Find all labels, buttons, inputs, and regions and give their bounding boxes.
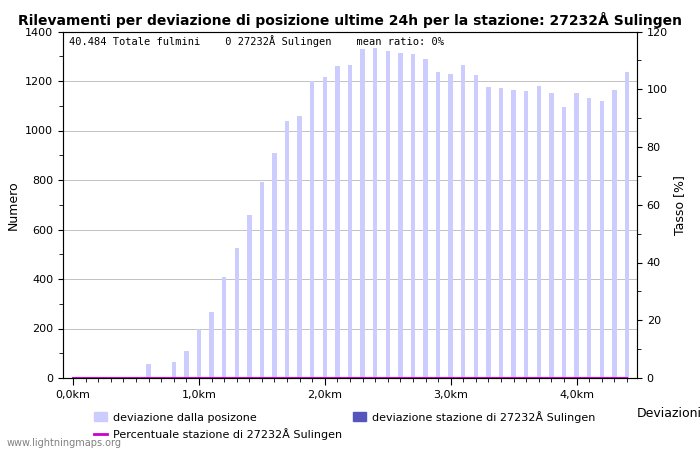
Bar <box>184 351 188 378</box>
Text: Deviazioni: Deviazioni <box>637 407 700 420</box>
Bar <box>272 153 276 378</box>
Bar <box>575 94 579 378</box>
Bar <box>436 72 440 378</box>
Bar <box>461 65 466 378</box>
Bar <box>247 215 251 378</box>
Bar <box>310 81 314 378</box>
Y-axis label: Tasso [%]: Tasso [%] <box>673 175 687 235</box>
Bar <box>323 77 327 378</box>
Bar <box>562 107 566 378</box>
Bar <box>524 91 528 378</box>
Bar <box>550 94 554 378</box>
Bar <box>373 48 377 378</box>
Bar <box>386 51 390 378</box>
Bar <box>600 101 604 378</box>
Text: www.lightningmaps.org: www.lightningmaps.org <box>7 438 122 448</box>
Text: 40.484 Totale fulmini    0 27232Å Sulingen    mean ratio: 0%: 40.484 Totale fulmini 0 27232Å Sulingen … <box>69 35 444 47</box>
Bar <box>587 99 592 378</box>
Bar <box>172 362 176 378</box>
Bar <box>411 54 415 378</box>
Bar <box>335 66 340 378</box>
Bar <box>234 248 239 378</box>
Y-axis label: Numero: Numero <box>6 180 20 230</box>
Bar <box>285 121 289 378</box>
Bar <box>348 65 352 378</box>
Bar <box>537 86 541 378</box>
Bar <box>360 49 365 378</box>
Bar <box>474 75 478 378</box>
Bar <box>298 116 302 378</box>
Title: Rilevamenti per deviazione di posizione ultime 24h per la stazione: 27232Å Sulin: Rilevamenti per deviazione di posizione … <box>18 12 682 27</box>
Bar <box>499 88 503 378</box>
Bar <box>398 53 402 378</box>
Bar <box>197 328 201 378</box>
Legend: deviazione dalla posizone, Percentuale stazione di 27232Å Sulingen, deviazione s: deviazione dalla posizone, Percentuale s… <box>90 406 600 445</box>
Bar <box>512 90 516 378</box>
Bar <box>222 276 226 378</box>
Bar <box>209 312 214 378</box>
Bar <box>624 72 629 378</box>
Bar <box>260 183 264 378</box>
Bar <box>424 59 428 378</box>
Bar <box>612 90 617 378</box>
Bar <box>449 73 453 378</box>
Bar <box>146 364 150 378</box>
Bar <box>486 87 491 378</box>
